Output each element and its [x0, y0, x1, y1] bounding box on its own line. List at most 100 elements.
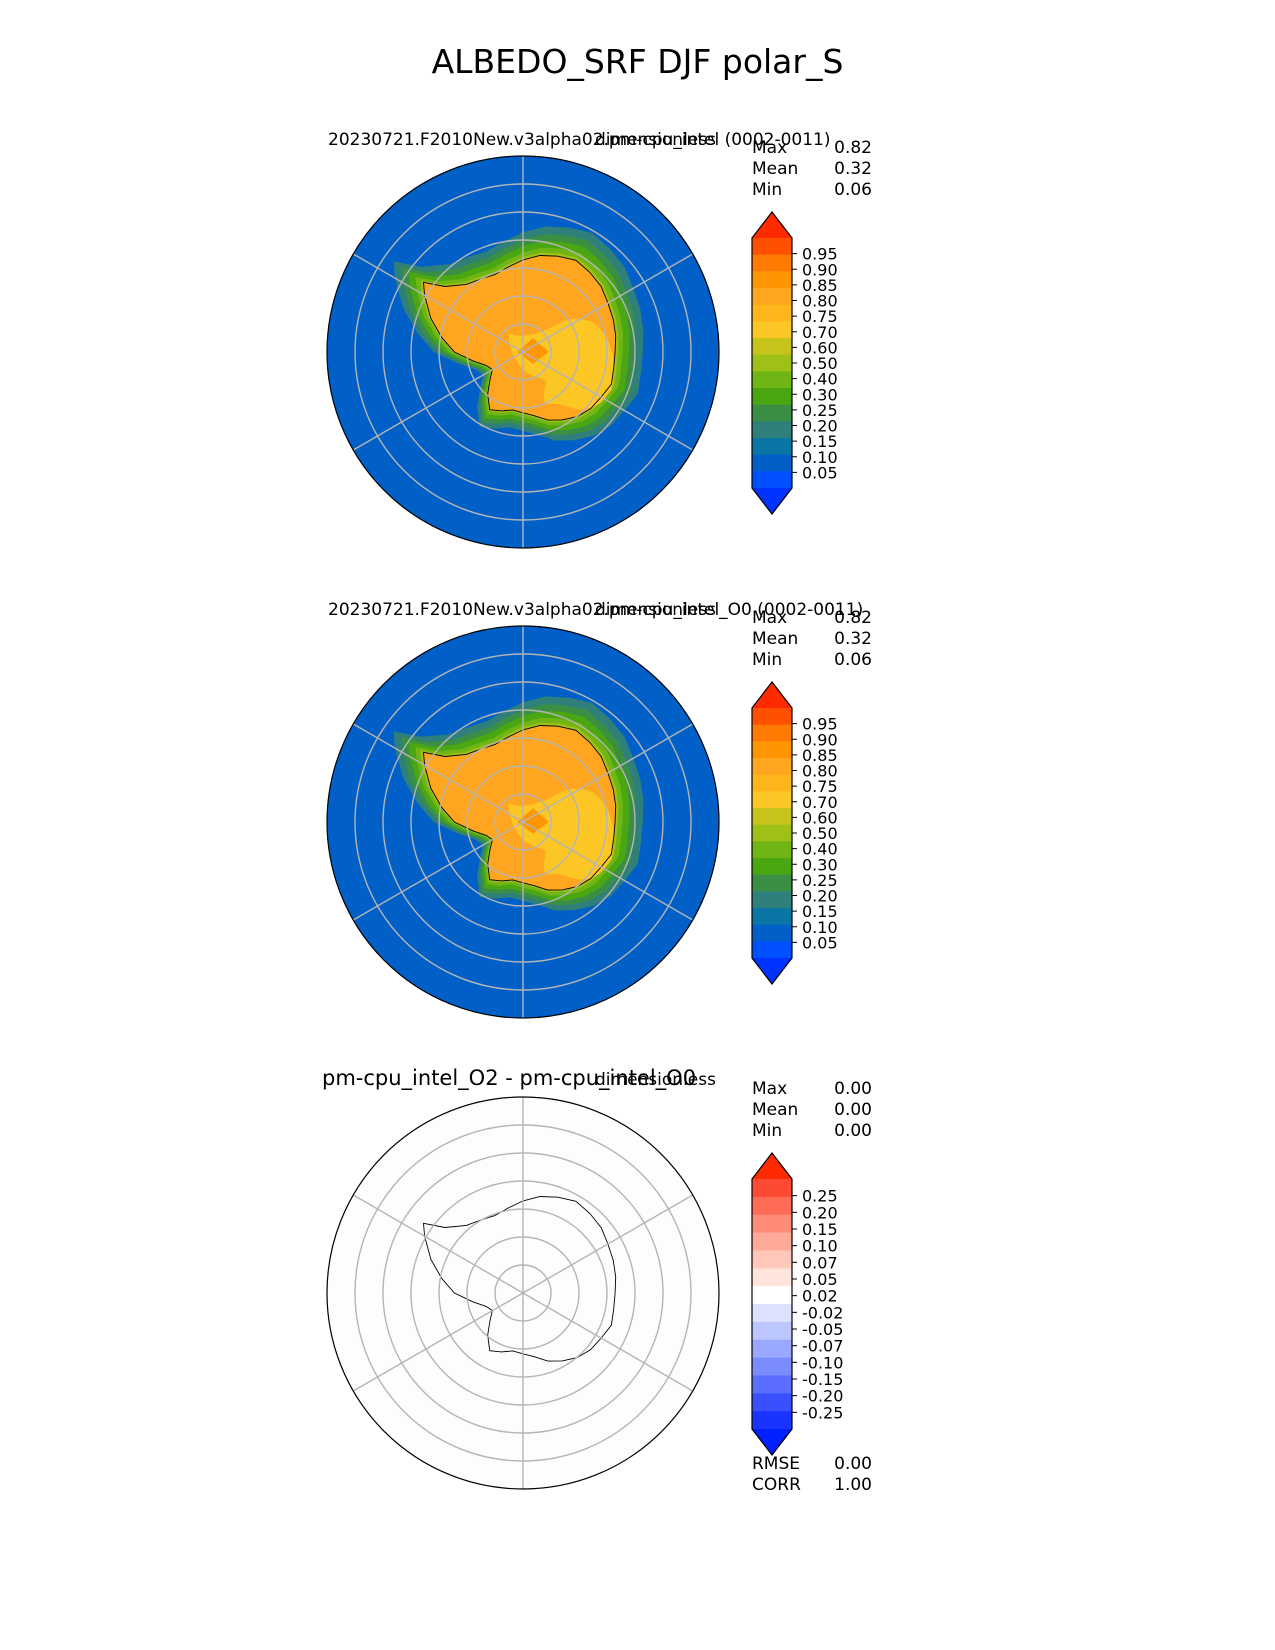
colorbar-swatch — [752, 338, 792, 356]
map-field — [327, 1097, 719, 1489]
colorbar-tick-label: 0.25 — [802, 401, 838, 420]
meridian-gridline — [522, 821, 694, 921]
colorbar-panel-1: 0.950.900.850.800.750.700.600.500.400.30… — [751, 211, 838, 515]
coastline — [423, 255, 617, 421]
meridian-gridline — [522, 723, 694, 823]
meridian-gridline — [522, 1194, 694, 1294]
panel-1-stat-min-value: 0.06 — [834, 180, 872, 200]
colorbar-tick-label: 0.20 — [802, 1203, 838, 1222]
panel-1-units: dimensionless — [595, 130, 716, 150]
colorbar-swatch — [752, 824, 792, 842]
colorbar-tick-label: 0.10 — [802, 918, 838, 937]
panel-3-corr-value: 1.00 — [834, 1475, 872, 1495]
colorbar-swatch — [752, 354, 792, 372]
colorbar-swatch — [752, 271, 792, 289]
colorbar-swatch — [752, 874, 792, 892]
panel-3-stat-mean-label: Mean — [752, 1100, 799, 1120]
panel-1-stat-max-label: Max — [752, 138, 788, 158]
panel-1-stat-max-value: 0.82 — [834, 138, 872, 158]
colorbar-tick-label: 0.95 — [802, 715, 838, 734]
colorbar-swatch — [752, 791, 792, 809]
panel-2-stat-min-value: 0.06 — [834, 650, 872, 670]
colorbar-outline — [751, 681, 793, 985]
colorbar-tick-label: 0.15 — [802, 1220, 838, 1239]
colorbar-tick-label: 0.80 — [802, 762, 838, 781]
colorbar-tick-label: -0.20 — [802, 1387, 843, 1406]
colorbar-outline — [751, 1152, 793, 1456]
colorbar-tick-label: 0.40 — [802, 370, 838, 389]
colorbar-tick-label: -0.05 — [802, 1320, 843, 1339]
colorbar-tick-label: -0.15 — [802, 1370, 843, 1389]
colorbar-swatch — [752, 741, 792, 759]
colorbar-extend-bottom — [752, 488, 792, 514]
colorbar-extend-top — [752, 1153, 792, 1179]
colorbar-swatch — [752, 288, 792, 306]
meridian-gridline — [352, 821, 524, 921]
colorbar-tick-label: 0.90 — [802, 260, 838, 279]
colorbar-tick-label: 0.85 — [802, 276, 838, 295]
colorbar-tick-label: 0.15 — [802, 432, 838, 451]
colorbar-tick-label: 0.75 — [802, 777, 838, 796]
coastline — [423, 725, 617, 891]
colorbar-swatch — [752, 891, 792, 909]
panel-2-stat-max-value: 0.82 — [834, 608, 872, 628]
panel-3-title: pm-cpu_intel_O2 - pm-cpu_intel_O0 — [322, 1066, 697, 1090]
colorbar-swatch — [752, 1286, 792, 1305]
colorbar-swatch — [752, 1393, 792, 1412]
colorbar-tick-label: 0.30 — [802, 385, 838, 404]
colorbar-tick-label: -0.10 — [802, 1353, 843, 1372]
meridian-gridline — [352, 351, 524, 451]
colorbar-swatch — [752, 371, 792, 389]
colorbar-tick-label: 0.40 — [802, 840, 838, 859]
colorbar-swatch — [752, 758, 792, 776]
colorbar-swatch — [752, 1357, 792, 1376]
colorbar-tick-label: 0.75 — [802, 307, 838, 326]
colorbar-tick-label: 0.30 — [802, 855, 838, 874]
colorbar-swatch — [752, 1321, 792, 1341]
panel-3-stat-max-value: 0.00 — [834, 1079, 872, 1099]
panel-3-corr-label: CORR — [752, 1475, 801, 1495]
map-panel-3 — [326, 1096, 720, 1490]
colorbar-swatch — [752, 304, 792, 322]
panel-2-stat-mean-label: Mean — [752, 629, 799, 649]
map-boundary — [326, 625, 720, 1019]
colorbar-tick-label: 0.95 — [802, 245, 838, 264]
colorbar-swatch — [752, 471, 792, 489]
colorbar-tick-label: 0.85 — [802, 746, 838, 765]
colorbar-extend-top — [752, 212, 792, 238]
colorbar-swatch — [752, 1232, 792, 1251]
colorbar-swatch — [752, 1214, 792, 1234]
colorbar-outline — [751, 211, 793, 515]
colorbar-tick-label: 0.25 — [802, 871, 838, 890]
colorbar-swatch — [752, 908, 792, 926]
panel-1-title: 20230721.F2010New.v3alpha02.pm-cpu_intel… — [328, 130, 831, 150]
figure-title: ALBEDO_SRF DJF polar_S — [431, 42, 844, 81]
panel-3-stat-min-label: Min — [752, 1121, 783, 1141]
colorbar-tick-label: 0.50 — [802, 354, 838, 373]
colorbar-swatch — [752, 941, 792, 959]
colorbar-tick-label: 0.90 — [802, 730, 838, 749]
colorbar-swatch — [752, 724, 792, 742]
panel-2-title: 20230721.F2010New.v3alpha02.pm-cpu_intel… — [328, 600, 864, 620]
meridian-gridline — [522, 253, 694, 353]
colorbar-extend-top — [752, 682, 792, 708]
colorbar-swatch — [752, 708, 792, 726]
colorbar-tick-label: 0.20 — [802, 417, 838, 436]
colorbar-swatch — [752, 254, 792, 272]
colorbar-swatch — [752, 454, 792, 472]
colorbar-tick-label: 0.05 — [802, 463, 838, 482]
meridian-gridline — [352, 253, 524, 353]
map-boundary — [326, 155, 720, 549]
colorbar-panel-2: 0.950.900.850.800.750.700.600.500.400.30… — [751, 681, 838, 985]
colorbar-swatch — [752, 404, 792, 422]
colorbar-tick-label: 0.80 — [802, 292, 838, 311]
panel-2-stat-min-label: Min — [752, 650, 783, 670]
colorbar-swatch — [752, 1268, 792, 1287]
panel-3-rmse-value: 0.00 — [834, 1454, 872, 1474]
colorbar-swatch — [752, 388, 792, 406]
colorbar-tick-label: 0.05 — [802, 933, 838, 952]
colorbar-swatch — [752, 1375, 792, 1394]
panel-2-stat-max-label: Max — [752, 608, 788, 628]
colorbar-swatch — [752, 808, 792, 826]
colorbar-tick-label: 0.15 — [802, 902, 838, 921]
